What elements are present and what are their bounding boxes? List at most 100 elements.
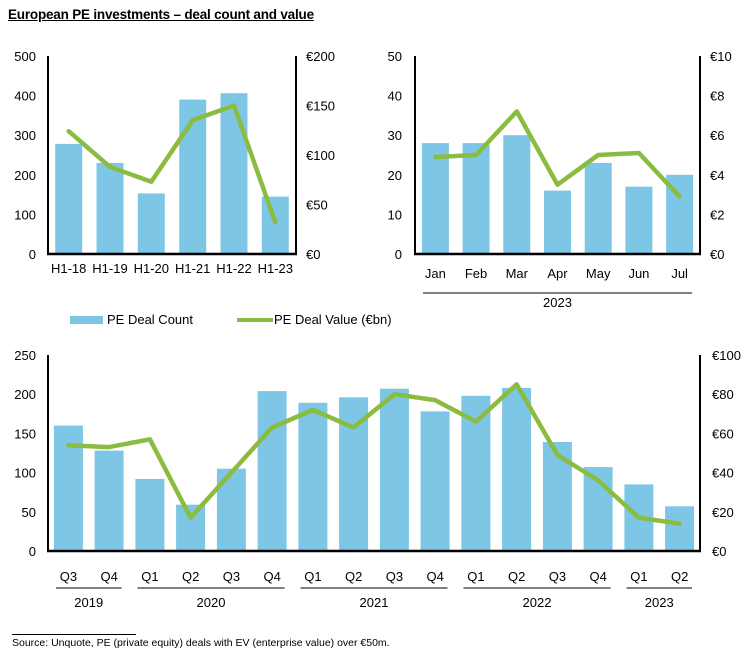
right-tick-label: €20 — [712, 505, 734, 520]
category-label: Q2 — [508, 569, 525, 584]
group-label: 2020 — [197, 595, 226, 610]
bar-may-4 — [584, 162, 612, 254]
category-label: Q4 — [426, 569, 443, 584]
category-label: H1-22 — [216, 261, 251, 276]
category-label: Feb — [465, 266, 487, 281]
category-label: Q1 — [304, 569, 321, 584]
bar-q1-2 — [135, 478, 165, 551]
chart-quarterly: 0 50 100 150 200 250 €0 €20 €40 €60 €80 €100 Q3 Q4 Q1 Q… — [14, 348, 741, 610]
category-label: Jul — [671, 266, 688, 281]
category-label: Q2 — [671, 569, 688, 584]
legend-label-deal-count: PE Deal Count — [107, 312, 193, 327]
right-tick-label: €0 — [306, 247, 320, 262]
bar-h1-21-3 — [179, 99, 207, 254]
group-label: 2022 — [523, 595, 552, 610]
category-label: Q2 — [345, 569, 362, 584]
category-label: H1-21 — [175, 261, 210, 276]
bar-q2-11 — [502, 387, 532, 551]
category-label: Q3 — [60, 569, 77, 584]
bar-q3-12 — [542, 442, 572, 551]
category-label: Q2 — [182, 569, 199, 584]
legend-item-deal-value: PE Deal Value (€bn) — [237, 312, 392, 327]
right-tick-label: €200 — [306, 49, 335, 64]
legend-item-deal-count: PE Deal Count — [70, 312, 193, 327]
group-label: 2021 — [360, 595, 389, 610]
right-tick-label: €60 — [712, 426, 734, 441]
bar-mar-2 — [503, 135, 531, 254]
category-label: Mar — [506, 266, 529, 281]
legend-label-deal-value: PE Deal Value (€bn) — [274, 312, 392, 327]
bar-q3-8 — [379, 388, 409, 551]
group-label: 2023 — [543, 295, 572, 310]
bar-q4-1 — [94, 450, 124, 551]
right-tick-label: €0 — [712, 544, 726, 559]
left-tick-label: 200 — [14, 168, 36, 183]
bar-apr-3 — [544, 190, 571, 254]
left-tick-label: 40 — [388, 89, 402, 104]
bar-feb-1 — [462, 143, 490, 254]
category-label: Q4 — [589, 569, 606, 584]
left-tick-label: 50 — [22, 505, 36, 520]
left-tick-label: 300 — [14, 128, 36, 143]
page-title: European PE investments – deal count and… — [8, 7, 314, 22]
left-tick-label: 20 — [388, 168, 402, 183]
category-label: Q3 — [386, 569, 403, 584]
bar-q4-9 — [420, 411, 450, 551]
category-label: Q4 — [263, 569, 280, 584]
right-tick-label: €100 — [306, 148, 335, 163]
left-tick-label: 0 — [29, 247, 36, 262]
chart-half-yearly: 0 100 200 300 400 500 €0 €50 €100 €150 €200 H1-18 H1… — [14, 49, 335, 276]
right-tick-label: €10 — [710, 49, 732, 64]
chart-monthly-2023: 0 10 20 30 40 50 €0 €2 €4 €6 €8 €10 Jan Feb Mar Apr May J… — [388, 49, 732, 310]
left-tick-label: 30 — [388, 128, 402, 143]
bar-h1-23-5 — [261, 196, 289, 254]
deal-value-line — [66, 103, 278, 225]
category-label: H1-23 — [258, 261, 293, 276]
right-tick-label: €6 — [710, 128, 724, 143]
category-label: Q1 — [630, 569, 647, 584]
right-tick-label: €0 — [710, 247, 724, 262]
category-label: Q4 — [100, 569, 117, 584]
left-tick-label: 150 — [14, 426, 36, 441]
bar-h1-22-4 — [220, 93, 248, 254]
footnote: Source: Unquote, PE (private equity) dea… — [12, 637, 390, 649]
group-label: 2023 — [645, 595, 674, 610]
left-tick-label: 200 — [14, 387, 36, 402]
left-tick-label: 100 — [14, 466, 36, 481]
left-tick-label: 0 — [29, 544, 36, 559]
left-tick-label: 400 — [14, 89, 36, 104]
legend-swatch-bar — [70, 315, 103, 324]
right-tick-label: €50 — [306, 198, 328, 213]
right-tick-label: €8 — [710, 89, 724, 104]
category-label: H1-18 — [51, 261, 86, 276]
legend-swatch-line — [237, 317, 273, 322]
left-tick-label: 10 — [388, 207, 402, 222]
bar-q2-15 — [665, 506, 695, 551]
bar-h1-20-2 — [137, 193, 165, 254]
category-label: Q1 — [467, 569, 484, 584]
right-tick-label: €80 — [712, 387, 734, 402]
bar-jun-5 — [625, 186, 653, 254]
left-tick-label: 500 — [14, 49, 36, 64]
bar-q4-5 — [257, 391, 287, 551]
left-tick-label: 0 — [395, 247, 402, 262]
category-label: Q1 — [141, 569, 158, 584]
right-tick-label: €40 — [712, 466, 734, 481]
left-tick-label: 100 — [14, 207, 36, 222]
category-label: H1-20 — [134, 261, 169, 276]
right-tick-label: €100 — [712, 348, 741, 363]
group-label: 2019 — [74, 595, 103, 610]
right-tick-label: €2 — [710, 207, 724, 222]
left-tick-label: 250 — [14, 348, 36, 363]
category-label: Q3 — [223, 569, 240, 584]
left-tick-label: 50 — [388, 49, 402, 64]
bar-q2-3 — [176, 504, 206, 551]
bar-q1-6 — [298, 402, 328, 551]
bar-jan-0 — [421, 143, 449, 254]
category-label: H1-19 — [92, 261, 127, 276]
footnote-divider — [12, 634, 136, 635]
category-label: Apr — [547, 266, 568, 281]
right-tick-label: €4 — [710, 168, 724, 183]
category-label: May — [586, 266, 611, 281]
